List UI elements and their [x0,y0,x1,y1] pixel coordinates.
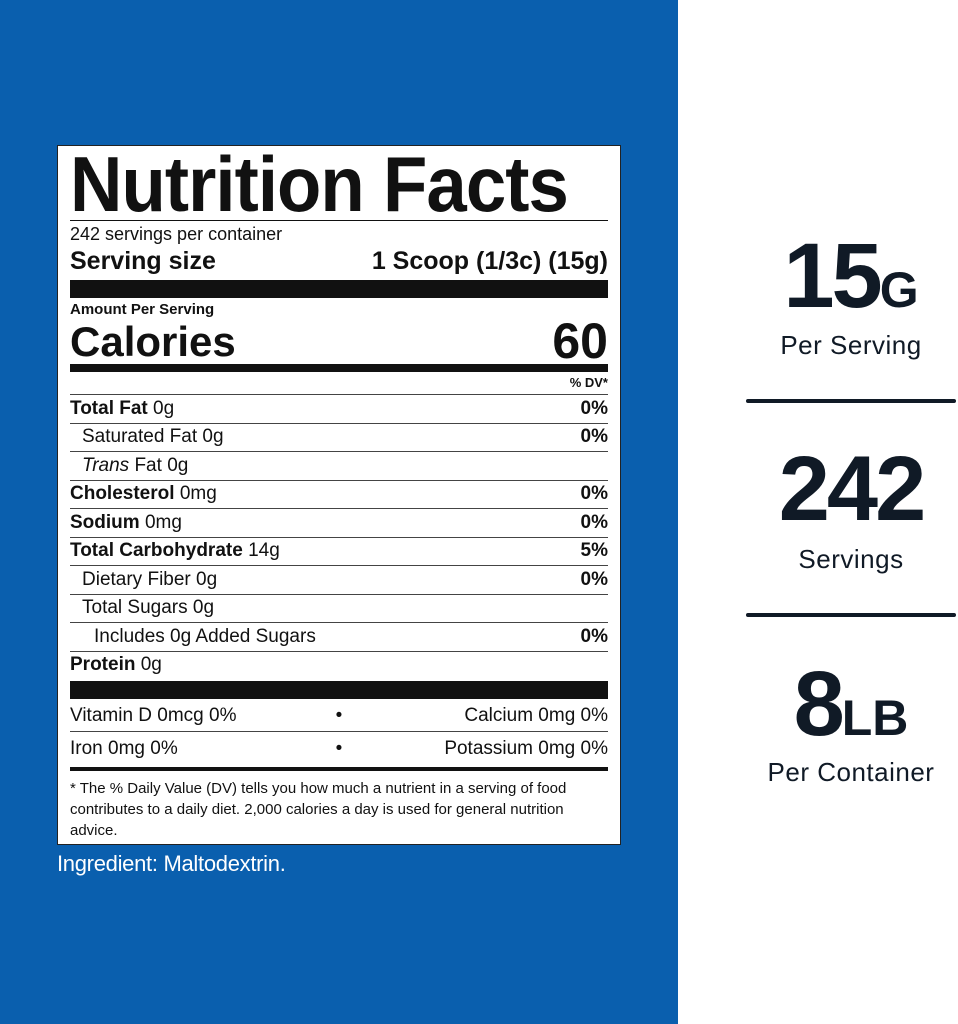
stat-divider [746,399,956,403]
nutrient-dv: 5% [580,540,608,562]
stat-divider [746,613,956,617]
serving-size-label: Serving size [70,247,216,275]
stat-caption: Servings [798,544,904,574]
nutrient-row: Sodium 0mg 0% [70,508,608,537]
nutrient-row: Total Sugars 0g [70,593,608,623]
stat-value: 15G [746,230,956,336]
nutrient-dv: 0% [580,426,608,448]
footnote: * The % Daily Value (DV) tells you how m… [70,780,567,839]
nutrient-name: Includes 0g Added Sugars [70,626,316,648]
nutrient-amount: 14g [248,540,280,562]
divider [70,767,608,771]
serving-size-row: Serving size 1 Scoop (1/3c) (15g) [70,247,608,276]
calories-label: Calories [70,318,236,365]
nutrient-amount: 0mg [179,483,217,505]
nutrient-amount: 0g [153,397,175,419]
stat-caption: Per Serving [780,330,922,360]
nutrient-row: Protein 0g [70,650,608,680]
nutrient-row: Includes 0g Added Sugars 0% [70,622,608,651]
nutrient-name: Dietary Fiber 0g [70,569,217,591]
nutrient-name: Total Sugars 0g [70,597,214,619]
ingredient-text: Ingredient: Maltodextrin. [57,851,286,876]
nutrient-row: Trans Fat 0g [70,451,608,480]
stat-value: 8LB [746,658,956,764]
stat-number: 8 [793,653,845,755]
serving-size-value: 1 Scoop (1/3c) (15g) [371,247,608,275]
stat-caption: Per Container [767,757,935,787]
nutrient-row: Total Fat 0g 0% [70,394,608,423]
nutrient-name: Total Carbohydrate 14g [70,540,280,562]
nutrient-amount: 0g [167,454,189,476]
bullet: • [335,738,343,759]
vitamin-right: Calcium 0mg 0% [464,704,608,726]
thick-divider [70,280,608,298]
vitamin-left: Iron 0mg 0% [70,738,178,759]
stat-unit: LB [841,690,909,746]
vitamin-row: Iron 0mg 0% • Potassium 0mg 0% [70,733,608,765]
nutrient-row: Total Carbohydrate 14g 5% [70,536,608,566]
nutrient-label: Total Sugars [82,597,188,619]
stat-number: 15 [783,225,882,327]
medium-divider [70,364,608,372]
nutrient-name: Saturated Fat 0g [70,426,224,448]
nutrient-dv: 0% [580,397,608,419]
divider [70,220,608,221]
servings-per-container: 242 servings per container [70,224,283,244]
vitamin-row: Vitamin D 0mcg 0% • Calcium 0mg 0% [70,700,608,732]
calories-value: 60 [552,313,608,369]
label-title: Nutrition Facts [70,140,569,228]
nutrient-amount: 0g [196,568,218,590]
stat-number: 242 [778,438,926,540]
nutrient-dv: 0% [580,568,608,590]
vitamin-right: Potassium 0mg 0% [444,738,608,759]
nutrient-label: Total Fat [70,397,148,419]
nutrient-amount: 0mg [144,511,182,533]
stat-value: 242 [746,443,956,549]
dv-header: % DV* [569,375,608,390]
vitamin-left: Vitamin D 0mcg 0% [70,704,237,726]
calories-row: Calories 60 [70,313,608,369]
nutrient-amount: 0g [140,654,162,676]
nutrient-row: Saturated Fat 0g 0% [70,422,608,452]
nutrient-name: Cholesterol 0mg [70,483,217,505]
nutrient-name: Sodium 0mg [70,512,182,534]
nutrient-label: Includes 0g Added Sugars [94,625,316,647]
nutrient-label: Trans Fat [82,454,162,476]
nutrient-amount: 0g [202,426,224,448]
nutrient-label: Dietary Fiber [82,568,191,590]
stat-unit: G [879,262,919,318]
thick-divider [70,681,608,699]
nutrient-label: Cholesterol [70,483,175,505]
nutrient-label: Total Carbohydrate [70,540,243,562]
nutrient-name: Total Fat 0g [70,398,174,420]
nutrient-dv: 0% [580,483,608,505]
italic-prefix: Trans [82,454,130,476]
nutrient-amount: 0g [192,597,215,619]
nutrient-name: Trans Fat 0g [70,455,188,477]
nutrient-row: Dietary Fiber 0g 0% [70,565,608,594]
nutrient-label: Protein [70,654,136,676]
bullet: • [335,704,343,726]
nutrient-label: Sodium [70,511,140,533]
nutrient-dv: 0% [580,625,608,647]
nutrient-row: Cholesterol 0mg 0% [70,479,608,509]
nutrient-name: Protein 0g [70,654,162,676]
nutrient-dv: 0% [580,511,608,533]
nutrition-facts-label: Nutrition Facts 242 servings per contain… [57,145,621,845]
nutrient-label: Saturated Fat [82,426,198,448]
amount-per-serving: Amount Per Serving [70,301,215,318]
